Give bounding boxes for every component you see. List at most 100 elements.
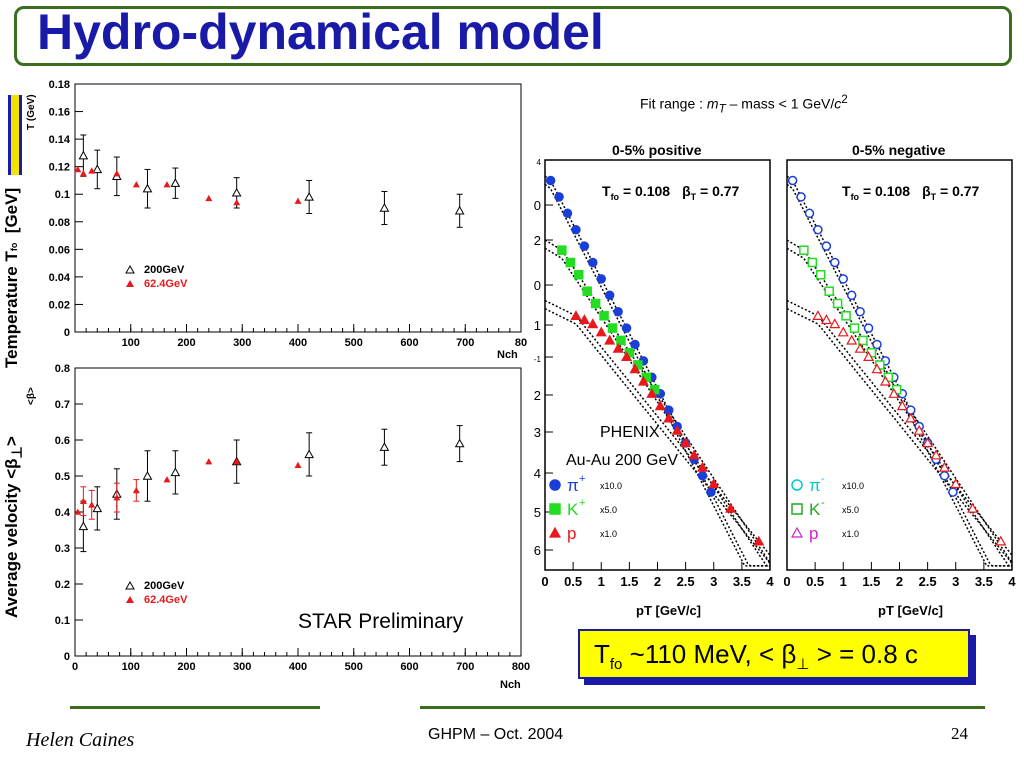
x-tick-label: 100 (122, 661, 140, 673)
legend-kaon-icon (791, 503, 803, 515)
x-tick-label: 1.5 (620, 574, 638, 589)
x-tick-label: 3 (710, 574, 717, 589)
positive-legend: π +x10.0K +x5.0p x1.0 (548, 473, 622, 543)
positive-annotation: Tfo = 0.108 βT = 0.77 (602, 183, 740, 202)
data-point-200gev (92, 164, 103, 174)
data-point-proton (854, 342, 866, 353)
x-tick-label: 100 (122, 337, 140, 349)
data-point-pion (855, 306, 865, 317)
y-tick-label: 3 (534, 425, 541, 440)
data-point-proton (820, 314, 832, 325)
temperature-xlabel: Nch (497, 349, 518, 361)
x-tick-label: 0 (541, 574, 548, 589)
data-point-62gev (205, 458, 213, 465)
data-point-pion (939, 470, 950, 481)
velocity-plot-frame (74, 367, 522, 657)
x-tick-label: 3 (952, 574, 959, 589)
x-tick-label: 200 (177, 337, 195, 349)
y-tick-label: 0.02 (49, 299, 70, 311)
negative-xlabel: pT [GeV/c] (878, 603, 943, 618)
x-tick-label: 2.5 (677, 574, 695, 589)
x-tick-label: 4 (1008, 574, 1016, 589)
data-point-kaon (557, 245, 567, 255)
y-tick-label: 0.12 (49, 162, 70, 174)
data-point-proton (570, 310, 582, 320)
data-point-62gev (74, 508, 82, 515)
x-tick-label: 400 (289, 661, 307, 673)
data-point-pion (697, 470, 708, 481)
y-tick-label: 0.16 (49, 107, 70, 119)
negative-annotation: Tfo = 0.108 βT = 0.77 (842, 183, 980, 202)
x-tick-label: 0.5 (564, 574, 582, 589)
data-point-62gev (163, 476, 171, 483)
y-tick-label: -1 (534, 355, 542, 364)
data-point-proton (612, 342, 624, 353)
star-preliminary-label: STAR Preliminary (298, 610, 464, 633)
x-tick-label: 400 (289, 337, 307, 349)
y-tick-label: 0 (534, 198, 541, 213)
x-tick-label: 4 (766, 574, 774, 589)
data-point-62gev (79, 170, 87, 177)
x-tick-label: 0.5 (806, 574, 824, 589)
data-point-proton (680, 437, 692, 448)
data-point-62gev (205, 194, 213, 202)
velocity-legend: 200GeV 62.4GeV (125, 580, 188, 606)
data-point-200gev (170, 178, 181, 187)
title-frame: Hydro-dynamical model (14, 4, 1012, 66)
data-point-62gev (113, 170, 121, 177)
data-point-pion (830, 257, 840, 268)
result-box: Tfo ~110 MeV, < β⊥ > = 0.8 c (578, 629, 970, 679)
data-point-62gev (113, 494, 121, 501)
y-tick-label: 0.4 (55, 507, 71, 519)
data-point-62gev (163, 181, 171, 188)
legend-scale: x10.0 (600, 481, 622, 491)
fit-curve (786, 308, 1013, 564)
data-point-proton (967, 502, 979, 513)
y-tick-label: 2 (534, 388, 541, 403)
x-tick-label: 2.5 (919, 574, 937, 589)
legend-scale: x1.0 (842, 529, 859, 539)
data-point-proton (938, 461, 951, 472)
y-tick-label: 0.2 (55, 579, 70, 591)
negative-plot-frame (786, 159, 1013, 571)
data-point-200gev (142, 183, 153, 193)
velocity-xlabel: Nch (500, 679, 521, 691)
data-point-200gev (379, 442, 390, 451)
data-point-proton (587, 318, 599, 329)
legend-proton-icon (548, 526, 562, 538)
y-tick-label: 0.7 (55, 399, 70, 411)
footer-divider-left (70, 706, 320, 709)
legend-pion-icon (549, 479, 561, 491)
data-point-pion (545, 175, 556, 186)
legend-particle: p (809, 524, 818, 543)
legend-pion-icon (791, 479, 803, 491)
decorative-bar (8, 95, 22, 175)
temperature-legend: 200GeV 62.4GeV (125, 264, 188, 290)
data-point-kaon (582, 286, 592, 296)
data-point-proton (871, 363, 883, 374)
data-point-proton (995, 535, 1007, 546)
phenix-positive-plot: 0-5% positive pT [GeV/c] 0 0.5 1 1.5 2 2.5 3 3.… (534, 142, 775, 618)
data-point-pion (846, 290, 857, 301)
data-point-pion (863, 323, 874, 333)
data-point-kaon (616, 335, 626, 346)
page-number: 24 (951, 724, 968, 743)
legend-200gev: 200GeV (144, 580, 185, 592)
velocity-points (74, 425, 465, 553)
data-point-pion (596, 274, 606, 284)
x-tick-label: 500 (345, 337, 363, 349)
data-point-200gev (231, 187, 242, 197)
legend-particle: K (567, 500, 579, 519)
x-tick-label: 3.5 (733, 574, 751, 589)
data-point-62gev (88, 501, 96, 508)
data-point-pion (554, 192, 564, 202)
data-point-pion (787, 175, 798, 186)
temperature-ylabel: T (GeV) (26, 94, 37, 130)
data-point-62gev (132, 486, 140, 494)
data-point-pion (804, 208, 815, 219)
x-tick-label: 600 (400, 661, 418, 673)
data-point-proton (829, 318, 841, 329)
y-tick-label: 2 (534, 233, 541, 248)
data-point-kaon (832, 298, 843, 309)
data-point-pion (588, 257, 598, 268)
